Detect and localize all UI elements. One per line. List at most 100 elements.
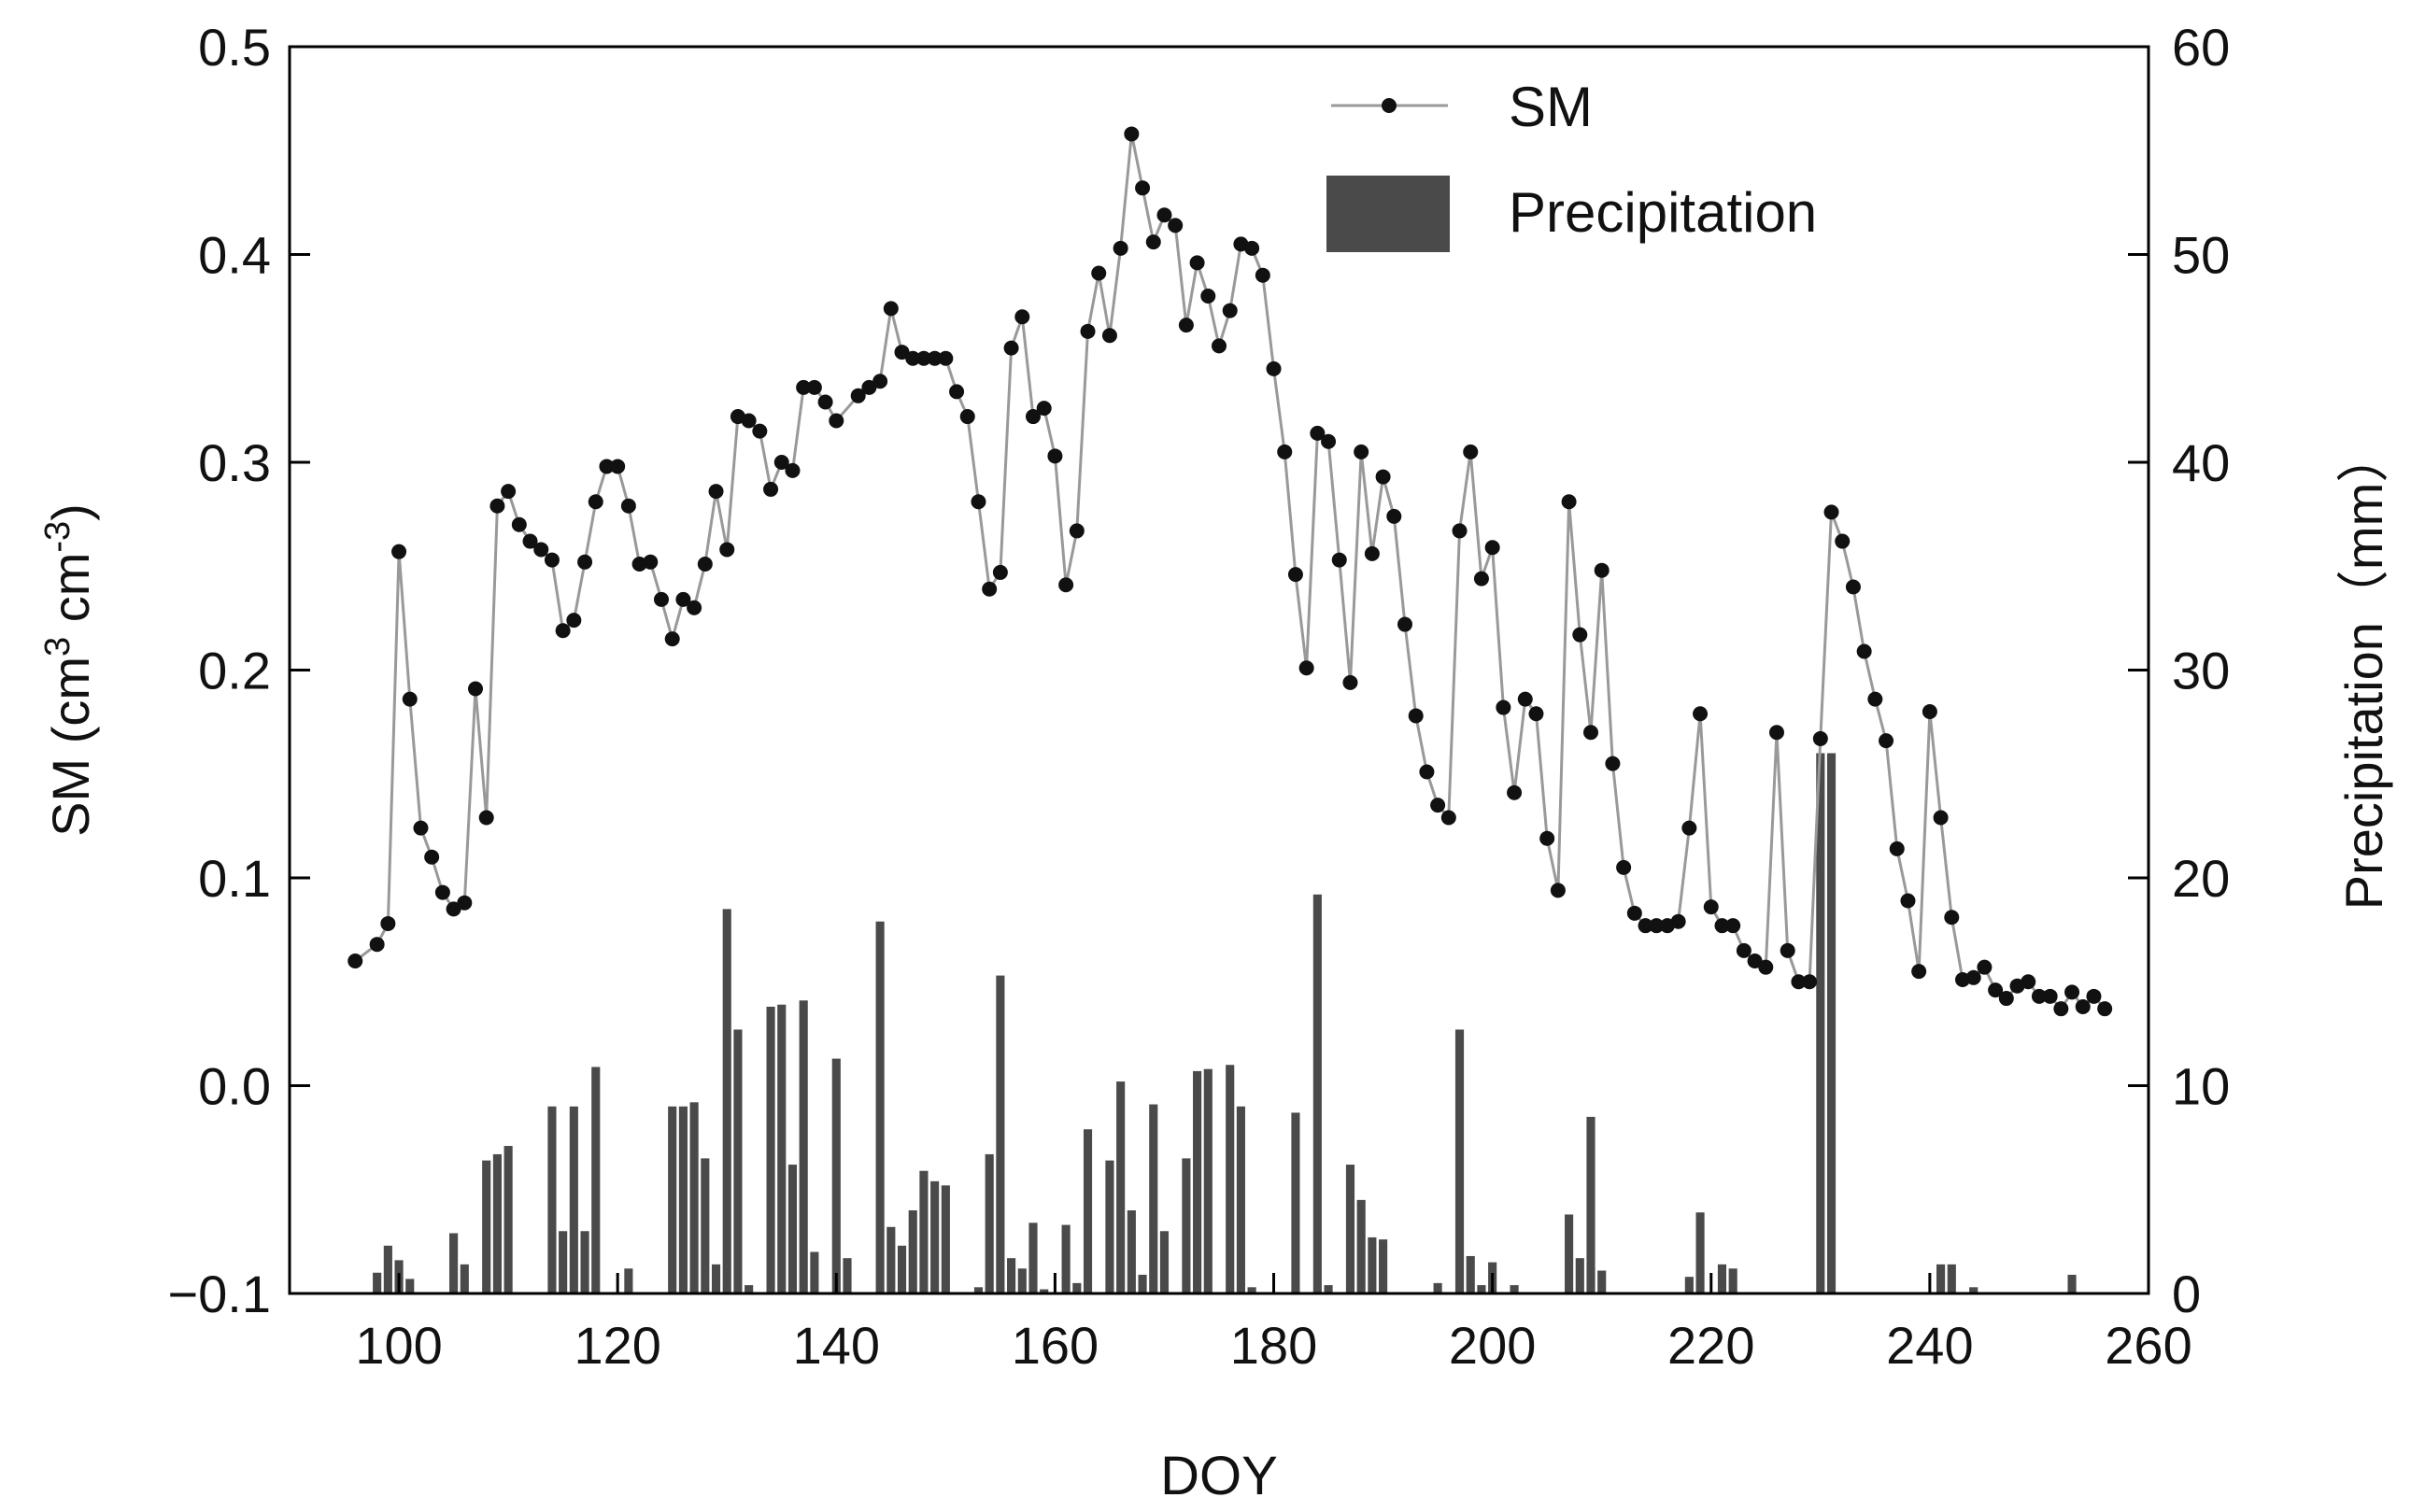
x-axis-label: DOY [1160,1446,1278,1506]
precipitation-bar [973,1287,984,1293]
y-left-tick-label: 0.0 [198,1057,271,1116]
precipitation-bar [1061,1224,1071,1293]
precipitation-bar [1510,1285,1519,1293]
precipitation-bar [689,1102,699,1293]
precipitation-bar [941,1185,950,1293]
sm-point [697,557,713,572]
sm-point [643,554,659,570]
precipitation-bar [1028,1222,1038,1293]
sm-point [938,350,954,366]
sm-point [1014,309,1030,325]
sm-point [1440,810,1456,826]
sm-point [1528,706,1544,722]
sm-point [380,915,396,931]
sm-point [347,954,363,968]
sm-point [1342,674,1358,690]
sm-point [1222,303,1238,318]
precipitation-bar [1138,1274,1147,1293]
precipitation-bar [1368,1236,1377,1293]
sm-point [511,516,527,532]
sm-point [1310,425,1326,441]
sm-point [1856,643,1872,659]
sm-point [1670,913,1686,929]
sm-point [1277,444,1293,459]
sm-point [566,613,582,629]
sm-point [1998,991,2014,1007]
sm-point [861,379,877,395]
precipitation-bar [580,1231,589,1293]
sm-point [1212,338,1227,354]
sm-point [1988,982,2004,998]
precipitation-bar [569,1106,578,1293]
sm-point [2042,988,2058,1004]
sm-point [2075,998,2091,1014]
sm-point [1080,323,1096,339]
precipitation-bar [1159,1231,1170,1293]
precipitation-bar [1040,1289,1049,1293]
x-tick-label: 260 [2105,1316,2191,1375]
precipitation-bar [1149,1104,1158,1293]
sm-point [1517,691,1533,707]
sm-point [1287,567,1303,583]
precipitation-bar [810,1251,819,1293]
sm-point [1922,704,1937,719]
sm-point [971,494,986,510]
precipitation-bar [1226,1065,1235,1293]
sm-point [1408,708,1424,724]
precipitation-bar [1586,1116,1596,1293]
precipitation-bar [985,1153,994,1293]
sm-point [1561,494,1577,510]
precipitation-bar [1695,1212,1705,1293]
sm-point [1900,893,1916,909]
sm-point [1430,798,1446,813]
sm-point [2053,1001,2069,1017]
sm-point [1550,883,1566,898]
sm-point [1397,616,1412,632]
sm-point [1638,918,1653,934]
sm-point [402,691,418,707]
precipitation-bar [831,1058,841,1293]
x-tick-label: 140 [793,1316,880,1375]
sm-point [1452,523,1468,539]
y-left-label-mid: cm [41,553,100,637]
sm-point [752,423,768,439]
sm-point [1026,409,1041,425]
precipitation-bar [701,1158,710,1293]
legend-precipitation-bar-icon [1326,176,1450,252]
precipitation-bar [722,909,731,1293]
sm-point [1375,469,1391,485]
precipitation-bar [1236,1106,1245,1293]
precipitation-bar [1083,1129,1093,1293]
sm-point [1649,918,1665,934]
sm-point [654,591,669,607]
precipitation-bar [1728,1268,1737,1293]
legend-sm-marker-icon [1382,98,1397,113]
precipitation-bar [787,1165,798,1293]
sm-point [773,455,789,470]
sm-point [1255,267,1270,283]
precipitation-bar [908,1210,917,1293]
precipitation-bar [1433,1282,1442,1293]
precipitation-bar [559,1231,568,1293]
precipitation-bar [1565,1214,1574,1293]
sm-point [1298,660,1314,676]
precipitation-bar [1116,1081,1126,1293]
precipitation-bar [1969,1287,1978,1293]
sm-point [424,849,440,865]
precipitation-bar [886,1226,896,1293]
sm-point [2086,988,2102,1004]
y-left-label-main: SM (cm [41,657,100,837]
precipitation-bar [711,1264,721,1293]
precipitation-bar [405,1279,415,1293]
sm-point [1003,340,1019,356]
precipitation-bar [1816,753,1825,1293]
legend: SM Precipitation [1326,76,1817,252]
sm-point [675,591,691,607]
precipitation-bar [1324,1285,1333,1293]
x-tick-label: 180 [1230,1316,1317,1375]
precipitation-bar [1007,1258,1016,1293]
sm-point [1725,918,1741,934]
y-left-label-sup2: -3 [38,521,78,553]
x-tick-label: 120 [574,1316,660,1375]
